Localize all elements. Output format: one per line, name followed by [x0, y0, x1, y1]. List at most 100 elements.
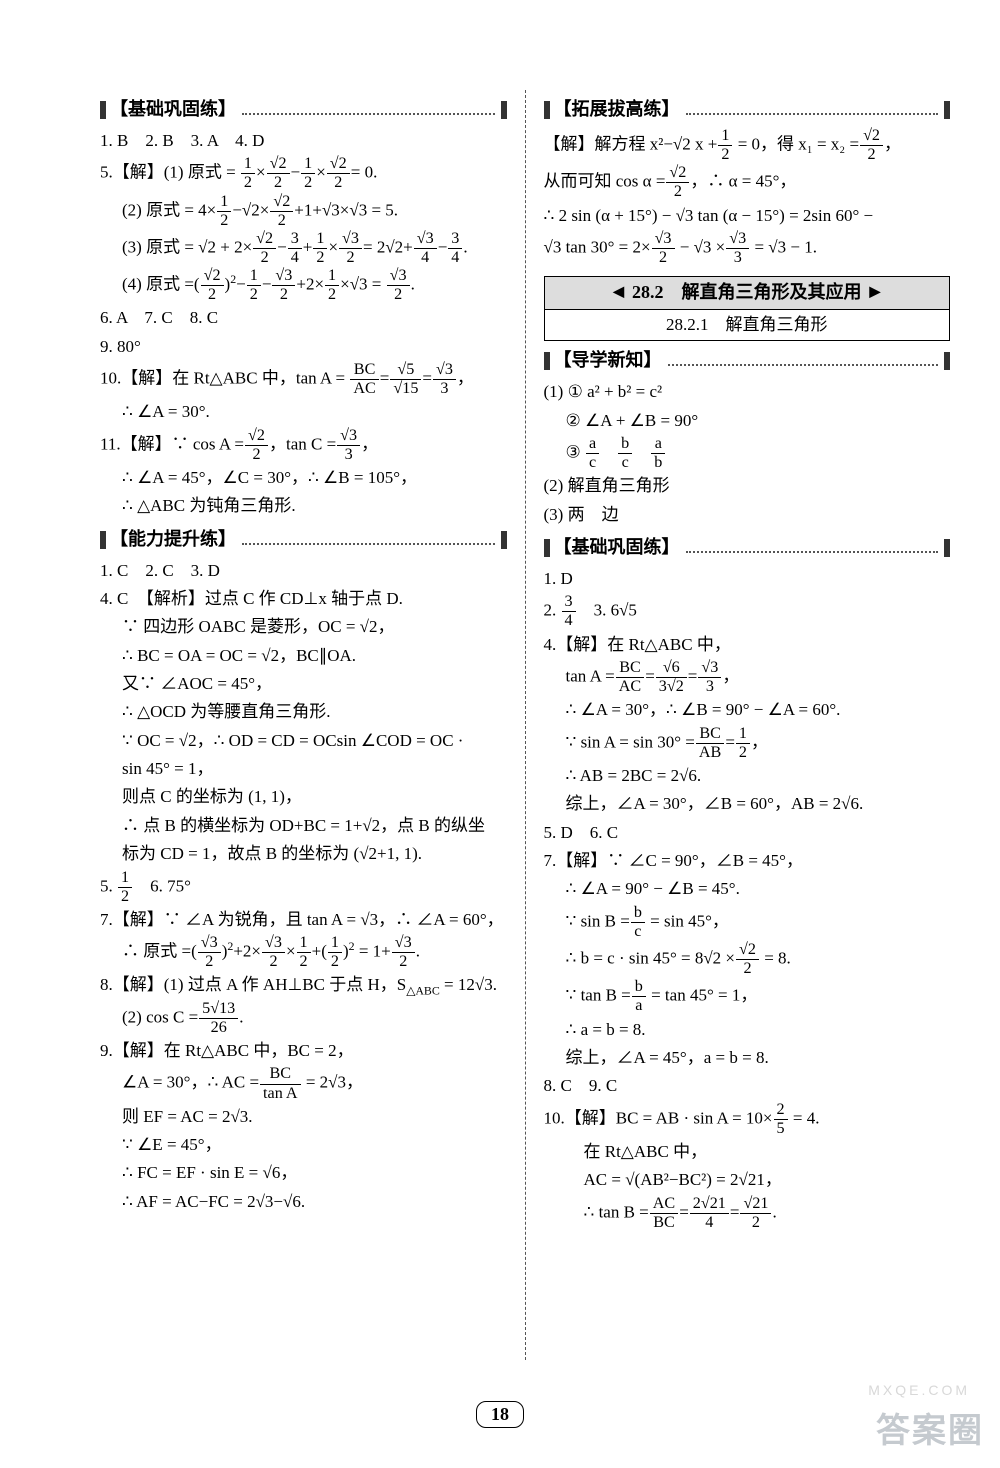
basic2-7g: 综上，∠A = 45°，a = b = 8. — [544, 1045, 951, 1071]
bar-end-icon — [501, 531, 507, 549]
guide-1: (1) ① a² + b² = c² — [544, 379, 951, 405]
text: = √3 − 1. — [750, 237, 817, 256]
ability-7a: 7.【解】∵ ∠A 为锐角，且 tan A = √3，∴ ∠A = 60°， — [100, 907, 507, 933]
ext-1a: 【解】解方程 x²−√2 x +12 = 0，得 x₁ = x₂ =√22， — [544, 128, 951, 163]
section-label: 【基础巩固练】 — [110, 96, 236, 124]
basic2-4e: ∴ AB = 2BC = 2√6. — [544, 763, 951, 789]
q11a: 11.【解】∵ cos A =√22，tan C =√33， — [100, 428, 507, 463]
section-ability: 【能力提升练】 — [100, 526, 507, 554]
text: ∴ b = c · sin 45° = 8√2 × — [566, 948, 736, 967]
q5-1: 5.【解】(1) 原式 = 12×√22−12×√22= 0. — [100, 156, 507, 191]
q11b: ∴ ∠A = 45°，∠C = 30°，∴ ∠B = 105°， — [100, 465, 507, 491]
section-label: 【基础巩固练】 — [554, 534, 680, 562]
bar-end-icon — [501, 101, 507, 119]
basic2-10c: AC = √(AB²−BC²) = 2√21， — [544, 1167, 951, 1193]
q10b: ∴ ∠A = 30°. — [100, 399, 507, 425]
basic2-4b: tan A =BCAC=√63√2=√33， — [544, 660, 951, 695]
text: ∠A = 30°，∴ AC = — [122, 1073, 259, 1092]
section-basic-2: 【基础巩固练】 — [544, 534, 951, 562]
basic2-10b: 在 Rt△ABC 中， — [544, 1139, 951, 1165]
text: 6. 75° — [150, 876, 191, 895]
text: 5.【解】(1) 原式 = — [100, 163, 236, 182]
ability-8b: (2) cos C =5√1326. — [100, 1001, 507, 1036]
basic2-7f: ∴ a = b = 8. — [544, 1017, 951, 1043]
text: = sin 45°， — [646, 911, 729, 930]
page-number: 18 — [476, 1401, 524, 1428]
section-extend: 【拓展拔高练】 — [544, 96, 951, 124]
answer-9: 9. 80° — [100, 334, 507, 360]
text: 【解】解方程 x²−√2 x + — [544, 134, 718, 153]
text: 8.【解】(1) 过点 A 作 AH⊥BC 于点 H，S — [100, 975, 406, 994]
guide-4: (2) 解直角三角形 — [544, 473, 951, 499]
chapter-box: ◀ 28.2 解直角三角形及其应用 ▶ 28.2.1 解直角三角形 — [544, 276, 951, 341]
text: . — [772, 1202, 776, 1221]
dots — [668, 356, 939, 366]
basic2-4d: ∵ sin A = sin 30° =BCAB=12， — [544, 726, 951, 761]
basic2-2-3: 2. 34 3. 6√5 — [544, 594, 951, 629]
text: 11.【解】∵ cos A = — [100, 434, 244, 453]
bar-icon — [544, 352, 550, 370]
ability-4j: 标为 CD = 1，故点 B 的坐标为 (√2+1, 1). — [100, 841, 507, 867]
ability-1to3: 1. C 2. C 3. D — [100, 558, 507, 584]
text: √3 tan 30° = 2× — [544, 237, 651, 256]
ability-9f: ∴ AF = AC−FC = 2√3−√6. — [100, 1189, 507, 1215]
section-label: 【能力提升练】 — [110, 526, 236, 554]
ability-4b: ∵ 四边形 OABC 是菱形，OC = √2， — [100, 614, 507, 640]
basic2-4f: 综上，∠A = 30°，∠B = 60°，AB = 2√6. — [544, 791, 951, 817]
ability-7b: ∴ 原式 =(√32)2+2×√32×12+(12)2 = 1+√32. — [100, 935, 507, 970]
q5-3: (3) 原式 = √2 + 2×√22−34+12×√32= 2√2+√34−3… — [100, 231, 507, 266]
ability-4f: ∵ OC = √2，∴ OD = CD = OCsin ∠COD = OC · — [100, 728, 507, 754]
text: = 12√3. — [440, 975, 497, 994]
ability-4e: ∴ △OCD 为等腰直角三角形. — [100, 699, 507, 725]
text: 5. — [100, 876, 113, 895]
basic2-10d: ∴ tan B =ACBC=2√214=√212. — [544, 1196, 951, 1231]
basic2-7b: ∴ ∠A = 90° − ∠B = 45°. — [544, 876, 951, 902]
chapter-title: ◀ 28.2 解直角三角形及其应用 ▶ — [545, 277, 950, 309]
dots — [686, 543, 939, 553]
dots — [242, 535, 495, 545]
q11c: ∴ △ABC 为钝角三角形. — [100, 493, 507, 519]
ext-1c: ∴ 2 sin (α + 15°) − √3 tan (α − 15°) = 2… — [544, 203, 951, 229]
answers-1to4: 1. B 2. B 3. A 4. D — [100, 128, 507, 154]
q5-2: (2) 原式 = 4×12−√2×√22+1+√3×√3 = 5. — [100, 194, 507, 229]
ability-9b: ∠A = 30°，∴ AC =BCtan A = 2√3， — [100, 1066, 507, 1101]
ability-9d: ∵ ∠E = 45°， — [100, 1132, 507, 1158]
text: = 8. — [760, 948, 791, 967]
ability-4d: 又∵ ∠AOC = 45°， — [100, 671, 507, 697]
bar-icon — [544, 539, 550, 557]
text: ∵ sin B = — [566, 911, 630, 930]
ability-4c: ∴ BC = OA = OC = √2，BC∥OA. — [100, 643, 507, 669]
ability-9c: 则 EF = AC = 2√3. — [100, 1104, 507, 1130]
guide-5: (3) 两 边 — [544, 502, 951, 528]
right-column: 【拓展拔高练】 【解】解方程 x²−√2 x +12 = 0，得 x₁ = x₂… — [525, 90, 951, 1360]
basic2-7c: ∵ sin B =bc = sin 45°， — [544, 905, 951, 940]
bar-end-icon — [944, 352, 950, 370]
ability-4a: 4. C 【解析】过点 C 作 CD⊥x 轴于点 D. — [100, 586, 507, 612]
text: (4) 原式 = — [122, 275, 194, 294]
section-basic: 【基础巩固练】 — [100, 96, 507, 124]
basic2-1: 1. D — [544, 566, 951, 592]
text: (2) 原式 = 4× — [122, 200, 216, 219]
dots — [686, 105, 939, 115]
bar-end-icon — [944, 101, 950, 119]
triangle-right-icon: ▶ — [870, 282, 881, 304]
text: tan A = — [566, 666, 615, 685]
ability-4i: ∴ 点 B 的横坐标为 OD+BC = 1+√2，点 B 的纵坐 — [100, 813, 507, 839]
text: 10.【解】在 Rt△ABC 中，tan A = — [100, 369, 345, 388]
page: 【基础巩固练】 1. B 2. B 3. A 4. D 5.【解】(1) 原式 … — [0, 0, 1000, 1468]
guide-3: ③ ac bc ab — [544, 436, 951, 471]
text: ∵ tan B = — [566, 986, 631, 1005]
answers-6to8: 6. A 7. C 8. C — [100, 305, 507, 331]
text: 10.【解】BC = AB · sin A = 10× — [544, 1108, 773, 1127]
q10a: 10.【解】在 Rt△ABC 中，tan A = BCAC=√5√15=√33， — [100, 362, 507, 397]
text: (2) cos C = — [122, 1007, 198, 1026]
basic2-4a: 4.【解】在 Rt△ABC 中， — [544, 632, 951, 658]
basic2-10a: 10.【解】BC = AB · sin A = 10×25 = 4. — [544, 1102, 951, 1137]
text: 2. — [544, 601, 557, 620]
section-label: 【拓展拔高练】 — [554, 96, 680, 124]
section-label: 【导学新知】 — [554, 347, 662, 375]
guide-2: ② ∠A + ∠B = 90° — [544, 408, 951, 434]
basic2-8-9: 8. C 9. C — [544, 1073, 951, 1099]
left-column: 【基础巩固练】 1. B 2. B 3. A 4. D 5.【解】(1) 原式 … — [100, 90, 525, 1360]
triangle-left-icon: ◀ — [613, 282, 624, 304]
